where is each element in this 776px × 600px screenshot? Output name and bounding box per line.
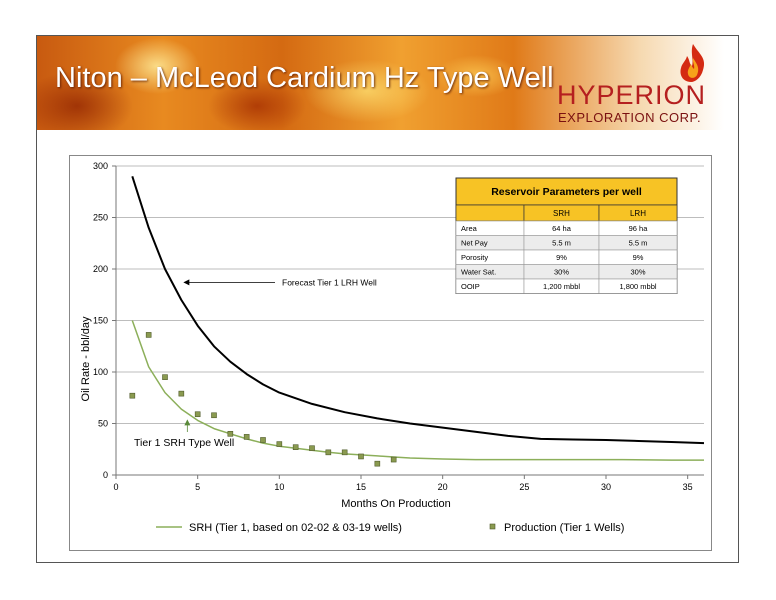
table-row-label: Porosity (461, 253, 488, 262)
logo-wordmark: HYPERION (557, 80, 707, 110)
lrh-forecast-line (131, 175, 705, 445)
legend-production-label: Production (Tier 1 Wells) (504, 522, 624, 534)
logo-subtitle: EXPLORATION CORP. (558, 110, 702, 125)
x-tick-label: 5 (195, 482, 200, 492)
x-tick-label: 15 (356, 482, 366, 492)
y-tick-label: 150 (93, 316, 108, 326)
production-point (309, 445, 315, 452)
axes: 0 50 100 150 200 250 300 0 5 10 15 20 25 30 35 (93, 161, 704, 492)
table-title: Reservoir Parameters per well (491, 186, 642, 198)
table-row-label: Net Pay (461, 239, 488, 248)
production-point (292, 444, 299, 450)
table-value: 30% (630, 268, 645, 277)
table-row-label: OOIP (461, 282, 480, 291)
production-point (194, 411, 201, 418)
srh-arrowhead (184, 419, 191, 426)
production-point (276, 441, 283, 447)
table-header: LRH (630, 209, 646, 218)
legend-srh-label: SRH (Tier 1, based on 02-02 & 03-19 well… (189, 522, 402, 534)
x-tick-label: 0 (113, 482, 118, 492)
y-tick-label: 0 (103, 470, 108, 480)
x-tick-label: 20 (438, 482, 448, 492)
y-tick-label: 200 (93, 264, 108, 274)
srh-annotation: Tier 1 SRH Type Well (134, 437, 234, 449)
table-value: 5.5 m (629, 239, 648, 248)
annotations-layer: Forecast Tier 1 LRH Well Tier 1 SRH Type … (134, 277, 377, 449)
title-banner: Niton – McLeod Cardium Hz Type Well HYPE… (37, 36, 738, 130)
table-title-cell (455, 177, 678, 206)
table-row-label: Water Sat. (461, 268, 496, 277)
reservoir-table: Reservoir Parameters per well SRH LRH Area 6… (455, 177, 678, 294)
legend: SRH (Tier 1, based on 02-02 & 03-19 well… (156, 522, 624, 534)
x-tick-label: 35 (683, 482, 693, 492)
y-tick-label: 250 (93, 213, 108, 223)
production-point (227, 430, 234, 437)
series-layer (129, 175, 705, 467)
table-value: 1,200 mbbl (543, 282, 580, 291)
table-header: SRH (553, 209, 570, 218)
flame-logo-icon (680, 44, 705, 82)
table-value: 9% (633, 253, 644, 262)
production-point (358, 453, 364, 460)
production-point (390, 456, 397, 463)
table-header-cell (455, 204, 525, 222)
production-point (178, 390, 185, 397)
production-point (162, 374, 168, 380)
y-tick-label: 50 (98, 419, 108, 429)
x-axis-label: Months On Production (341, 498, 450, 510)
table-row-label: Area (461, 224, 478, 233)
production-point (325, 449, 332, 456)
company-logo: HYPERION EXPLORATION CORP. (557, 40, 737, 128)
production-point (145, 332, 152, 338)
production-point (129, 392, 136, 399)
x-tick-label: 30 (601, 482, 611, 492)
y-tick-label: 300 (93, 161, 108, 171)
production-point (211, 412, 217, 419)
production-point (341, 449, 348, 456)
production-point (260, 437, 266, 443)
table-value: 1,800 mbbl (619, 282, 656, 291)
y-axis-label: Oil Rate - bbl/day (80, 316, 92, 401)
table-value: 5.5 m (552, 239, 571, 248)
slide: Niton – McLeod Cardium Hz Type Well HYPE… (36, 35, 739, 563)
legend-production-swatch (489, 523, 496, 530)
lrh-annotation: Forecast Tier 1 LRH Well (282, 277, 377, 287)
gridlines (116, 165, 704, 476)
table-cell (598, 278, 678, 294)
table-value: 96 ha (629, 224, 649, 233)
table-value: 30% (554, 268, 569, 277)
slide-title: Niton – McLeod Cardium Hz Type Well (55, 62, 554, 94)
production-point (243, 434, 250, 440)
y-tick-label: 100 (93, 367, 108, 377)
table-value: 64 ha (552, 224, 572, 233)
type-well-chart: 0 50 100 150 200 250 300 0 5 10 15 20 25 30 35 Forecas… (80, 161, 705, 534)
table-value: 9% (556, 253, 567, 262)
lrh-arrowhead (183, 279, 190, 286)
x-tick-label: 25 (519, 482, 529, 492)
x-tick-label: 10 (274, 482, 284, 492)
production-point (374, 460, 381, 467)
chart-area: 0 50 100 150 200 250 300 0 5 10 15 20 25 30 35 Forecas… (69, 155, 712, 551)
